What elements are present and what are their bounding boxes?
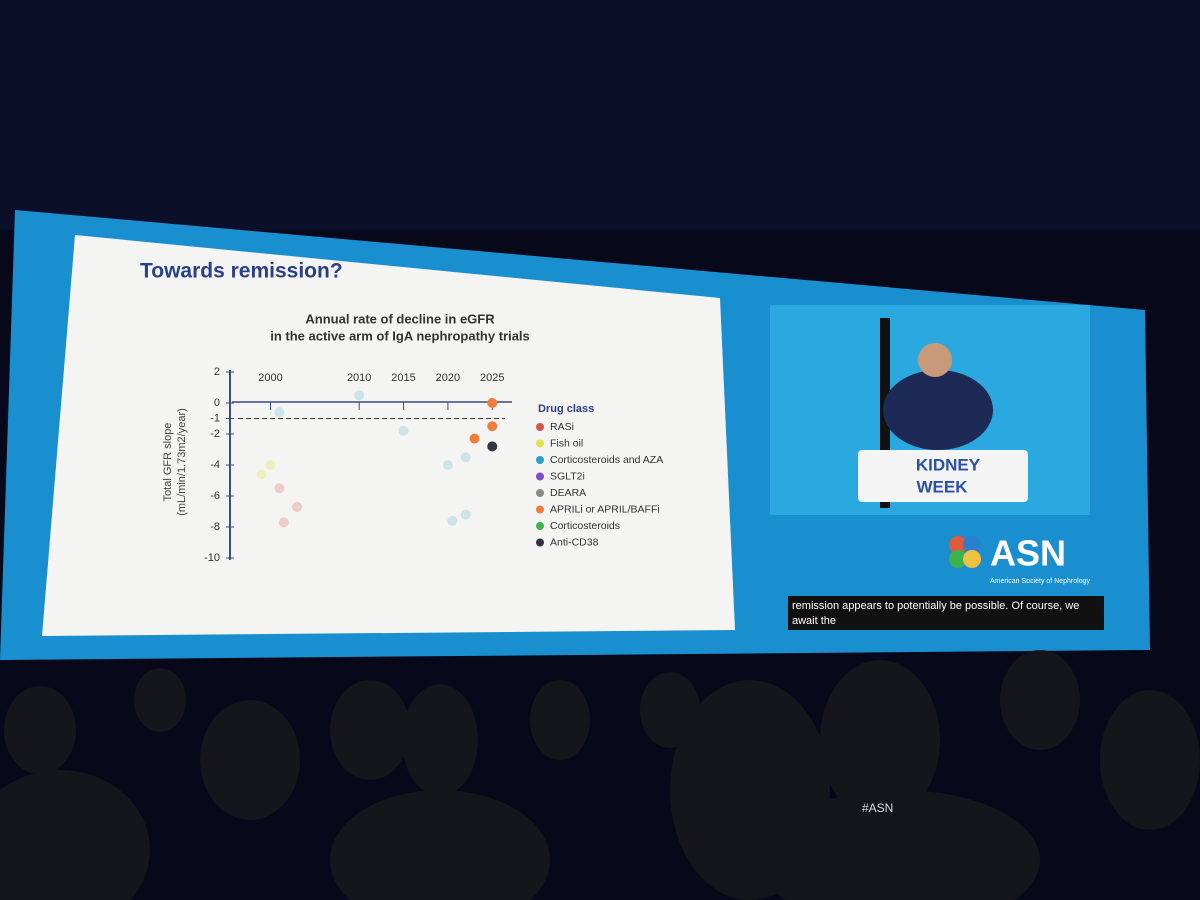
point — [460, 452, 471, 463]
legend-swatch — [536, 489, 544, 497]
point — [447, 515, 458, 526]
logo-subtitle: American Society of Nephrology — [990, 578, 1090, 585]
point — [487, 421, 498, 432]
point — [460, 509, 471, 520]
point — [274, 483, 285, 494]
x-tick-label: 2000 — [258, 372, 282, 384]
x-tick-label: 2010 — [347, 372, 371, 384]
caption: await the — [792, 615, 836, 627]
legend-label: SGLT2i — [550, 470, 585, 482]
logo-name: ASN — [990, 533, 1066, 574]
point — [354, 390, 365, 401]
y-tick-label: -6 — [210, 490, 220, 502]
y-tick-label: -2 — [210, 428, 220, 440]
legend-swatch — [536, 439, 544, 448]
badge: #ASN — [862, 801, 893, 815]
caption-box — [788, 596, 1104, 630]
point — [487, 441, 498, 452]
point — [398, 425, 409, 436]
ceiling — [0, 0, 1200, 230]
speaker-head — [918, 343, 952, 377]
podium-text: WEEK — [917, 477, 969, 496]
logo-mark — [963, 550, 981, 568]
x-tick-label: 2025 — [480, 372, 504, 384]
point — [442, 460, 453, 470]
point — [292, 501, 303, 512]
legend-swatch — [536, 472, 544, 481]
podium-text: KIDNEY — [916, 455, 981, 474]
slide-title: Towards remission? — [140, 260, 343, 283]
point — [265, 460, 276, 470]
caption: remission appears to potentially be poss… — [792, 600, 1079, 612]
chart-title: in the active arm of IgA nephropathy tri… — [270, 328, 530, 343]
legend-label: Corticosteroids — [550, 520, 620, 532]
legend-label: RASi — [550, 421, 574, 433]
audience — [0, 650, 1200, 900]
slide — [42, 235, 735, 636]
legend-swatch — [536, 423, 544, 431]
speaker — [883, 370, 993, 450]
legend-label: Fish oil — [550, 437, 583, 449]
x-tick-label: 2020 — [436, 372, 460, 384]
legend-label: Anti-CD38 — [550, 536, 599, 548]
chart: 2 0 -1 -2 -4 -6 -8 -10 2000 2010 2015 2020 2025 RASi F… — [204, 366, 663, 564]
legend-label: APRILi or APRIL/BAFFi — [550, 503, 660, 515]
x-tick-label: 2015 — [391, 372, 415, 384]
legend-swatch — [536, 505, 544, 514]
chart-title: Annual rate of decline in eGFR — [305, 311, 495, 326]
y-tick-label: -10 — [204, 552, 220, 564]
y-tick-label: -4 — [210, 459, 220, 471]
legend-label: Corticosteroids and AZA — [550, 454, 663, 466]
logo-mark — [949, 536, 967, 554]
y-axis-label: Total GFR slope — [162, 423, 174, 502]
legend-swatch — [536, 522, 544, 530]
podium — [858, 450, 1028, 502]
legend-swatch — [536, 538, 544, 547]
y-tick-label: -1 — [210, 412, 220, 424]
y-axis-label: (mL/min/1.73m2/year) — [176, 408, 188, 516]
legend-title: Drug class — [538, 403, 594, 415]
point — [487, 398, 498, 408]
point — [278, 517, 289, 528]
point — [469, 433, 480, 444]
point — [256, 469, 267, 480]
point — [274, 407, 285, 418]
logo-mark — [963, 536, 981, 554]
y-tick-label: -8 — [210, 521, 220, 533]
y-tick-label: 0 — [214, 397, 220, 409]
logo-mark — [949, 550, 967, 568]
legend-swatch — [536, 456, 544, 464]
y-tick-label: 2 — [214, 366, 220, 378]
legend-label: DEARA — [550, 487, 586, 499]
